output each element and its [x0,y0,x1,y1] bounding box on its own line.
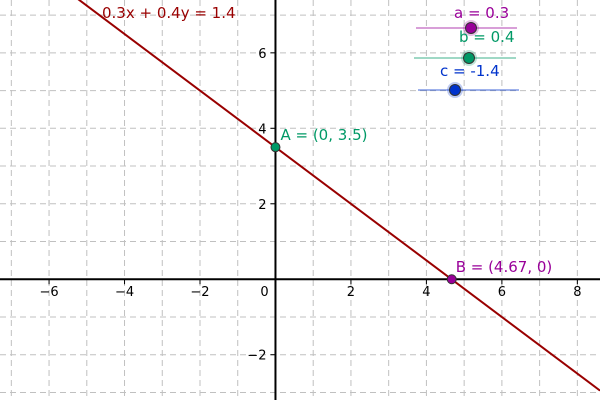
x-tick-label: −2 [190,285,209,300]
slider-label: b = 0.4 [459,28,514,46]
y-tick-label: 4 [258,122,266,137]
slider-label: a = 0.3 [454,4,509,22]
points-layer[interactable]: A = (0, 3.5) B = (4.67, 0) [270,126,553,285]
slider-knob[interactable] [465,22,477,34]
x-tick-label: 2 [347,285,355,300]
line-equation-label: 0.3x + 0.4y = 1.4 [102,4,236,22]
tick-labels: −6 −4 −2 0 2 4 6 8 −2 2 4 6 [39,47,581,364]
slider-knob[interactable] [463,52,475,64]
point-B[interactable] [446,274,457,285]
y-tick-label: 2 [258,198,266,213]
x-tick-label: 8 [573,285,581,300]
x-tick-label: 6 [498,285,506,300]
x-tick-label: −6 [39,285,58,300]
point-A-label: A = (0, 3.5) [280,126,367,144]
slider-label: c = -1.4 [440,62,500,80]
x-tick-label: 4 [422,285,430,300]
y-tick-label: 6 [258,47,266,62]
point-B-label: B = (4.67, 0) [456,258,553,276]
y-tick-label: −2 [247,349,266,364]
x-tick-label: −4 [115,285,134,300]
sliders[interactable]: a = 0.3 b = 0.4 c = -1.4 [414,4,519,98]
point-A[interactable] [270,142,281,153]
slider-knob[interactable] [449,84,461,96]
x-tick-label: 0 [260,285,268,300]
